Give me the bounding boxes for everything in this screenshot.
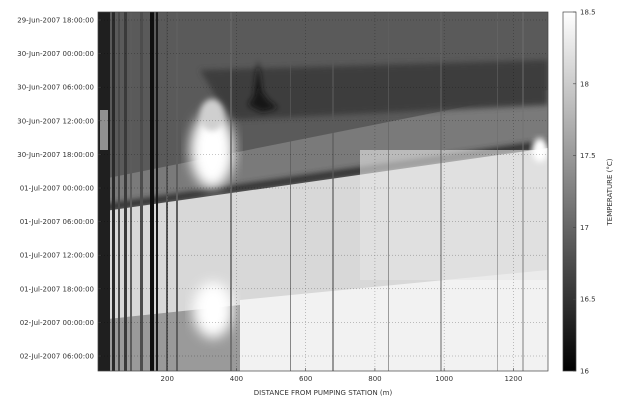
colorbar-tick-label: 18.5	[580, 9, 596, 17]
x-tick-label: 400	[230, 375, 243, 383]
y-tick-label: 30-Jun-2007 00:00:00	[17, 50, 94, 58]
x-axis-label: DISTANCE FROM PUMPING STATION (m)	[254, 389, 393, 397]
colorbar	[562, 11, 577, 372]
heatmap-image	[98, 12, 548, 371]
x-axis: 200 400 600 800 1000 1200	[161, 368, 522, 383]
y-tick-label: 01-Jul-2007 12:00:00	[20, 252, 94, 260]
y-tick-label: 02-Jul-2007 00:00:00	[20, 319, 94, 327]
x-tick-label: 200	[161, 375, 174, 383]
y-tick-label: 30-Jun-2007 06:00:00	[17, 84, 94, 92]
x-tick-label: 600	[299, 375, 312, 383]
y-tick-label: 30-Jun-2007 12:00:00	[17, 117, 94, 125]
y-axis: 29-Jun-2007 18:00:00 30-Jun-2007 00:00:00…	[17, 17, 101, 361]
colorbar-tick-label: 18	[580, 80, 589, 88]
x-tick-label: 800	[368, 375, 381, 383]
y-tick-label: 02-Jul-2007 06:00:00	[20, 353, 94, 361]
y-tick-label: 01-Jul-2007 06:00:00	[20, 218, 94, 226]
colorbar-tick-label: 17	[580, 224, 589, 232]
x-tick-label: 1200	[504, 375, 522, 383]
colorbar-tick-label: 17.5	[580, 152, 596, 160]
plot-frame	[97, 11, 549, 372]
x-tick-label: 1000	[435, 375, 453, 383]
y-tick-label: 01-Jul-2007 18:00:00	[20, 285, 94, 293]
y-tick-label: 01-Jul-2007 00:00:00	[20, 185, 94, 193]
y-tick-label: 30-Jun-2007 18:00:00	[17, 151, 94, 159]
colorbar-tick-label: 16.5	[580, 296, 596, 304]
colorbar-tick-label: 16	[580, 368, 589, 376]
colorbar-label: TEMPERATURE (°C)	[606, 158, 614, 226]
colorbar-axis: 16 16.5 17 17.5 18 18.5	[573, 9, 596, 376]
y-tick-label: 29-Jun-2007 18:00:00	[17, 17, 94, 25]
